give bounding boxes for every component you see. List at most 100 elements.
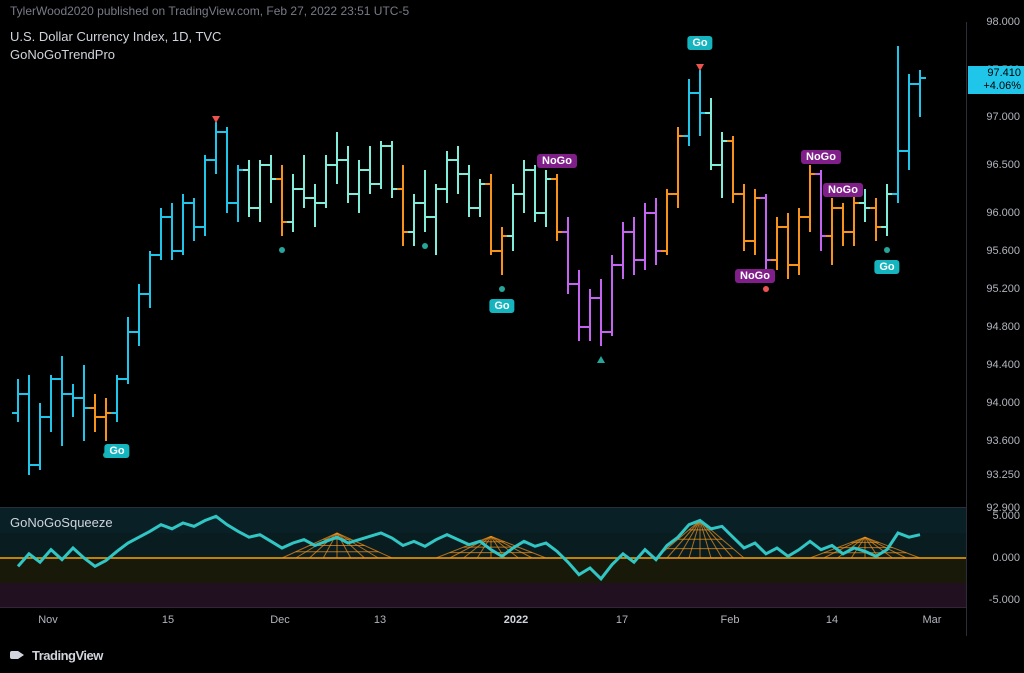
ohlc-bar: [787, 213, 789, 280]
chart-container: U.S. Dollar Currency Index, 1D, TVC GoNo…: [0, 22, 1024, 637]
ohlc-bar: [17, 379, 19, 422]
oscillator-scale[interactable]: 5.0000.000-5.000: [966, 508, 1024, 608]
publish-bar: TylerWood2020 published on TradingView.c…: [0, 0, 1024, 22]
signal-dot: [422, 243, 428, 249]
signal-dot: [884, 247, 890, 253]
price-tick: 94.400: [986, 359, 1020, 371]
ohlc-bar: [545, 170, 547, 227]
price-scale[interactable]: 98.00097.50097.00096.50096.00095.60095.2…: [966, 22, 1024, 508]
ohlc-bar: [94, 394, 96, 432]
ohlc-bar: [644, 203, 646, 270]
ohlc-bar: [798, 208, 800, 275]
symbol-legend: U.S. Dollar Currency Index, 1D, TVC: [10, 28, 221, 46]
ohlc-bar: [743, 184, 745, 251]
last-price-change: +4.06%: [971, 80, 1021, 93]
ohlc-bar: [897, 46, 899, 203]
price-pane[interactable]: U.S. Dollar Currency Index, 1D, TVC GoNo…: [0, 22, 966, 508]
ohlc-bar: [127, 317, 129, 384]
price-tick: 94.000: [986, 397, 1020, 409]
ohlc-bar: [193, 198, 195, 241]
osc-tick: 0.000: [992, 552, 1020, 564]
ohlc-bar: [721, 132, 723, 199]
ohlc-bar: [600, 279, 602, 346]
osc-legend-label: GoNoGoSqueeze: [10, 514, 113, 532]
time-tick: Mar: [923, 614, 942, 626]
ohlc-bar: [171, 203, 173, 260]
ohlc-bar: [413, 194, 415, 246]
ohlc-bar: [446, 151, 448, 203]
ohlc-bar: [105, 398, 107, 441]
ohlc-bar: [325, 155, 327, 207]
ohlc-bar: [534, 165, 536, 222]
footer-bar: TradingView: [0, 637, 1024, 673]
ohlc-bar: [765, 194, 767, 275]
ohlc-bar: [754, 189, 756, 256]
ohlc-bar: [237, 165, 239, 222]
trend-tag: NoGo: [537, 154, 577, 168]
ohlc-bar: [314, 184, 316, 227]
ohlc-bar: [501, 227, 503, 275]
ohlc-bar: [61, 356, 63, 447]
trend-tag: Go: [687, 36, 712, 50]
price-tick: 95.200: [986, 283, 1020, 295]
ohlc-bar: [182, 194, 184, 256]
ohlc-bar: [402, 165, 404, 246]
ohlc-bar: [380, 141, 382, 189]
trend-tag: Go: [489, 299, 514, 313]
ohlc-bar: [358, 160, 360, 212]
ohlc-bar: [622, 222, 624, 279]
time-tick: 17: [616, 614, 628, 626]
time-tick: 15: [162, 614, 174, 626]
ohlc-bar: [72, 384, 74, 417]
price-tick: 93.250: [986, 469, 1020, 481]
ohlc-bar: [292, 174, 294, 231]
ohlc-bar: [435, 184, 437, 255]
ohlc-bar: [468, 165, 470, 217]
ohlc-bar: [567, 217, 569, 293]
ohlc-bar: [699, 70, 701, 137]
time-tick: 14: [826, 614, 838, 626]
ohlc-bar: [248, 160, 250, 217]
indicator-legend: GoNoGoTrendPro: [10, 46, 221, 64]
ohlc-bar: [578, 270, 580, 341]
ohlc-bar: [820, 170, 822, 251]
scale-corner: [966, 608, 1024, 636]
time-tick: Feb: [721, 614, 740, 626]
ohlc-bar: [116, 375, 118, 423]
ohlc-bar: [611, 255, 613, 336]
osc-legend: GoNoGoSqueeze: [10, 514, 113, 532]
signal-dot: [499, 286, 505, 292]
ohlc-bar: [270, 155, 272, 203]
ohlc-bar: [809, 165, 811, 232]
ohlc-bar: [523, 160, 525, 212]
trend-tag: NoGo: [823, 183, 863, 197]
ohlc-bar: [886, 184, 888, 236]
ohlc-bar: [336, 132, 338, 184]
trend-tag: NoGo: [735, 269, 775, 283]
main-legend: U.S. Dollar Currency Index, 1D, TVC GoNo…: [10, 28, 221, 63]
signal-dot: [763, 286, 769, 292]
ohlc-bar: [347, 146, 349, 203]
price-tick: 93.600: [986, 435, 1020, 447]
ohlc-bar: [215, 122, 217, 174]
signal-arrow-icon: [597, 356, 605, 363]
ohlc-bar: [83, 365, 85, 441]
ohlc-bar: [457, 146, 459, 194]
ohlc-bar: [710, 98, 712, 169]
oscillator-pane[interactable]: GoNoGoSqueeze: [0, 508, 966, 608]
signal-arrow-icon: [696, 64, 704, 71]
ohlc-bar: [919, 70, 921, 118]
ohlc-bar: [633, 217, 635, 274]
time-axis[interactable]: Nov15Dec13202217Feb14Mar: [0, 608, 966, 636]
ohlc-bar: [39, 403, 41, 470]
ohlc-bar: [666, 189, 668, 256]
ohlc-bar: [424, 170, 426, 232]
price-tick: 96.500: [986, 159, 1020, 171]
ohlc-bar: [204, 155, 206, 236]
tradingview-icon: [10, 648, 26, 662]
ohlc-bar: [479, 179, 481, 217]
ohlc-bar: [490, 174, 492, 255]
ohlc-bar: [677, 127, 679, 208]
ohlc-bar: [589, 289, 591, 341]
ohlc-bar: [864, 189, 866, 222]
